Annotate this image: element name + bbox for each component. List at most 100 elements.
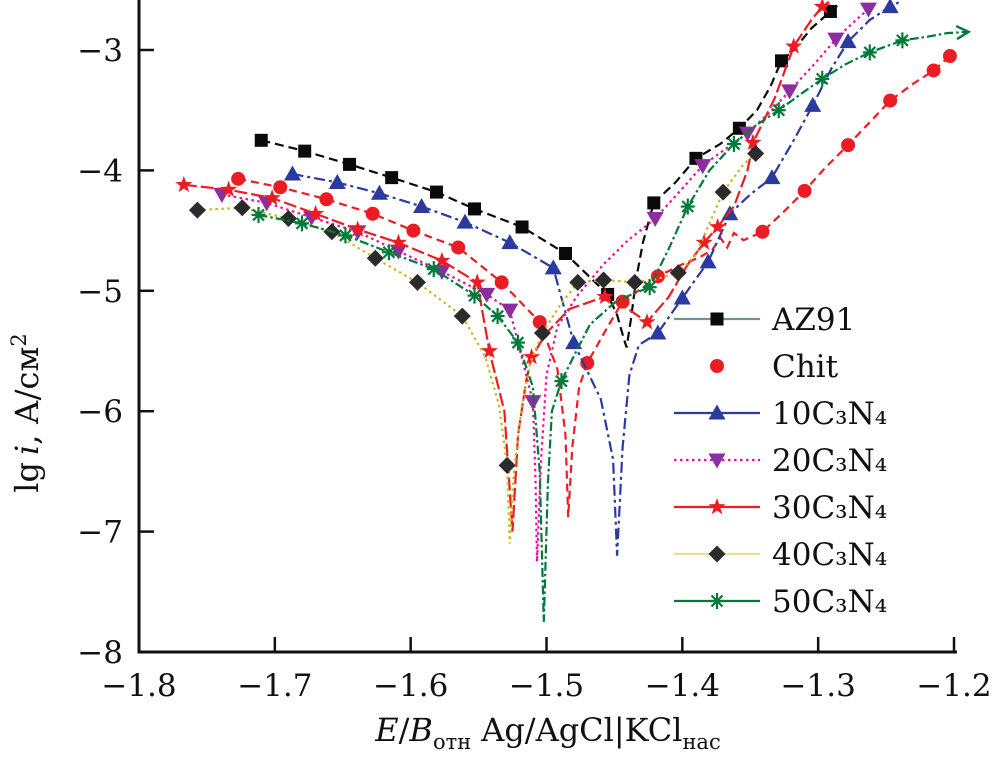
x-tick-label: −1.4 xyxy=(645,668,720,704)
star-marker xyxy=(220,180,238,197)
axis-titles: E/Bотн Ag/AgCl|KClнас lgi, А/см2 xyxy=(7,333,721,754)
axes: −3 −4 −5 −6 −7 −8−1.8 −1.7 −1.6 −1.5 −1.4 −1.3 −1.2 xyxy=(77,0,992,704)
triangle_down-marker xyxy=(781,84,799,100)
asterisk-marker xyxy=(295,215,309,232)
square-marker xyxy=(343,157,357,171)
triangle_down-marker xyxy=(827,32,845,48)
star-marker xyxy=(263,189,281,206)
circle-marker xyxy=(273,180,288,195)
legend-entry-30C3N4: 30C₃N₄ xyxy=(674,490,887,526)
star-marker xyxy=(744,133,762,150)
asterisk-marker xyxy=(381,244,396,261)
circle-marker xyxy=(797,183,812,198)
x-tick-label: −1.3 xyxy=(781,668,856,704)
diamond-marker xyxy=(595,271,613,289)
series-50C3N4 xyxy=(251,25,972,622)
circle-marker xyxy=(406,223,421,238)
triangle_up-marker xyxy=(839,33,857,49)
asterisk-marker xyxy=(771,102,786,119)
star-marker xyxy=(596,287,614,305)
square-marker xyxy=(468,202,482,216)
star-marker xyxy=(708,498,726,515)
legend-label-AZ91: AZ91 xyxy=(771,302,855,338)
y-tick-label: −5 xyxy=(77,274,123,310)
circle-marker xyxy=(319,192,334,207)
asterisk-marker xyxy=(726,135,741,152)
star-marker xyxy=(638,313,656,330)
legend-entry-AZ91: AZ91 xyxy=(674,302,855,338)
star-marker xyxy=(433,251,451,268)
x-tick-label: −1.6 xyxy=(373,668,448,704)
square-marker xyxy=(515,220,529,234)
star-marker xyxy=(813,0,831,14)
legend-entry-20C3N4: 20C₃N₄ xyxy=(674,443,887,479)
asterisk-marker xyxy=(815,70,830,87)
asterisk-marker xyxy=(710,593,724,609)
triangle_down-marker xyxy=(646,212,664,228)
diamond-marker xyxy=(533,324,551,342)
triangle_down-marker xyxy=(501,303,519,319)
square-marker xyxy=(254,133,268,147)
y-tick-label: −4 xyxy=(77,153,123,189)
star-marker xyxy=(522,348,541,365)
circle-marker xyxy=(926,63,941,78)
triangle_up-marker xyxy=(763,169,781,185)
y-tick-label: −6 xyxy=(77,394,123,430)
circle-marker xyxy=(451,240,466,255)
star-marker xyxy=(709,217,727,235)
triangle_up-marker xyxy=(804,96,822,112)
diamond-marker xyxy=(747,145,765,163)
legend-label-10C3N4: 10C₃N₄ xyxy=(772,396,887,432)
y-tick-label: −7 xyxy=(77,515,123,551)
x-tick-label: −1.5 xyxy=(509,668,584,704)
arrow-end-icon xyxy=(955,25,972,41)
x-axis-title: E/Bотн Ag/AgCl|KClнас xyxy=(374,711,720,754)
square-marker xyxy=(647,196,661,210)
square-marker xyxy=(429,185,443,199)
triangle_up-marker xyxy=(699,253,717,269)
asterisk-marker xyxy=(895,32,910,49)
square-marker xyxy=(385,171,399,185)
circle-marker xyxy=(841,138,856,153)
x-tick-label: −1.8 xyxy=(101,668,176,704)
asterisk-marker xyxy=(338,227,353,244)
diamond-marker xyxy=(233,199,251,217)
triangle_up-marker xyxy=(328,173,346,189)
triangle_up-marker xyxy=(565,334,583,350)
circle-marker xyxy=(365,206,380,221)
diamond-marker xyxy=(188,201,206,219)
diamond-marker xyxy=(366,249,384,267)
diamond-marker xyxy=(569,273,587,291)
legend-label-20C3N4: 20C₃N₄ xyxy=(772,443,887,479)
data-series xyxy=(175,0,972,622)
square-marker xyxy=(774,54,788,68)
circle-marker xyxy=(755,224,770,239)
triangle_up-marker xyxy=(501,234,519,250)
series-AZ91 xyxy=(254,4,838,348)
square-marker xyxy=(559,246,573,260)
triangle_up-marker xyxy=(456,213,474,229)
x-tick-label: −1.2 xyxy=(916,668,991,704)
asterisk-marker xyxy=(510,334,525,351)
triangle_up-marker xyxy=(370,184,388,200)
triangle_up-marker xyxy=(413,198,431,214)
triangle_up-marker xyxy=(708,404,726,420)
diamond-marker xyxy=(408,273,426,291)
square-marker xyxy=(298,144,312,158)
svg-text:lgi, А/см2: lgi, А/см2 xyxy=(7,333,46,493)
circle-marker xyxy=(231,171,246,186)
diamond-marker xyxy=(498,456,516,474)
diamond-marker xyxy=(714,183,732,201)
legend-label-30C3N4: 30C₃N₄ xyxy=(772,490,887,526)
star-marker xyxy=(349,220,367,237)
series-30C3N4 xyxy=(175,0,831,532)
circle-marker xyxy=(494,275,509,290)
triangle_down-marker xyxy=(524,395,542,411)
star-marker xyxy=(175,175,193,193)
series-50C3N4-line xyxy=(258,30,968,622)
asterisk-marker xyxy=(862,44,877,61)
series-10C3N4 xyxy=(283,0,901,556)
square-marker xyxy=(710,312,724,326)
